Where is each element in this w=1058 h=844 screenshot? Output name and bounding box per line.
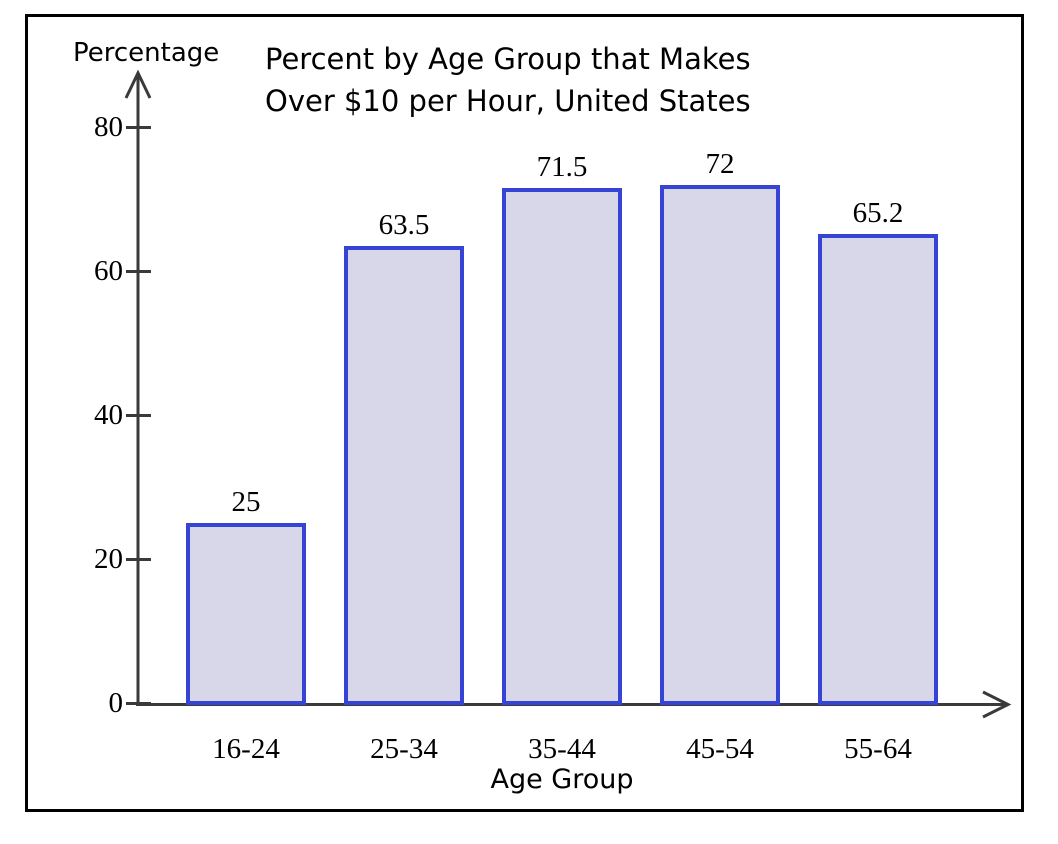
y-tick-label: 60 <box>94 255 123 287</box>
x-category-label: 25-34 <box>370 733 438 765</box>
y-tick <box>126 270 151 273</box>
bar <box>818 234 938 705</box>
y-tick-label: 0 <box>108 687 124 719</box>
x-category-label: 55-64 <box>844 733 912 765</box>
y-tick-label: 40 <box>94 399 123 431</box>
bar <box>502 188 622 705</box>
bar-value-label: 72 <box>705 148 735 180</box>
x-category-label: 16-24 <box>212 733 280 765</box>
y-tick <box>126 414 151 417</box>
bar <box>186 523 306 705</box>
bar <box>660 185 780 705</box>
chart-title: Percent by Age Group that Makes Over $10… <box>265 38 751 122</box>
y-axis-title: Percentage <box>73 38 220 68</box>
bar <box>344 246 464 705</box>
x-category-label: 35-44 <box>528 733 596 765</box>
x-category-label: 45-54 <box>686 733 754 765</box>
chart-title-line-1: Percent by Age Group that Makes <box>265 42 751 76</box>
chart-title-line-2: Over $10 per Hour, United States <box>265 84 751 118</box>
bar-value-label: 65.2 <box>852 197 904 229</box>
bar-value-label: 71.5 <box>536 151 588 183</box>
y-tick <box>126 126 151 129</box>
x-axis-title: Age Group <box>490 764 634 795</box>
y-tick-label: 80 <box>94 111 123 143</box>
y-tick <box>126 558 151 561</box>
y-tick <box>126 702 151 705</box>
bar-value-label: 63.5 <box>378 209 430 241</box>
y-tick-label: 20 <box>94 543 123 575</box>
bar-value-label: 25 <box>231 486 261 518</box>
